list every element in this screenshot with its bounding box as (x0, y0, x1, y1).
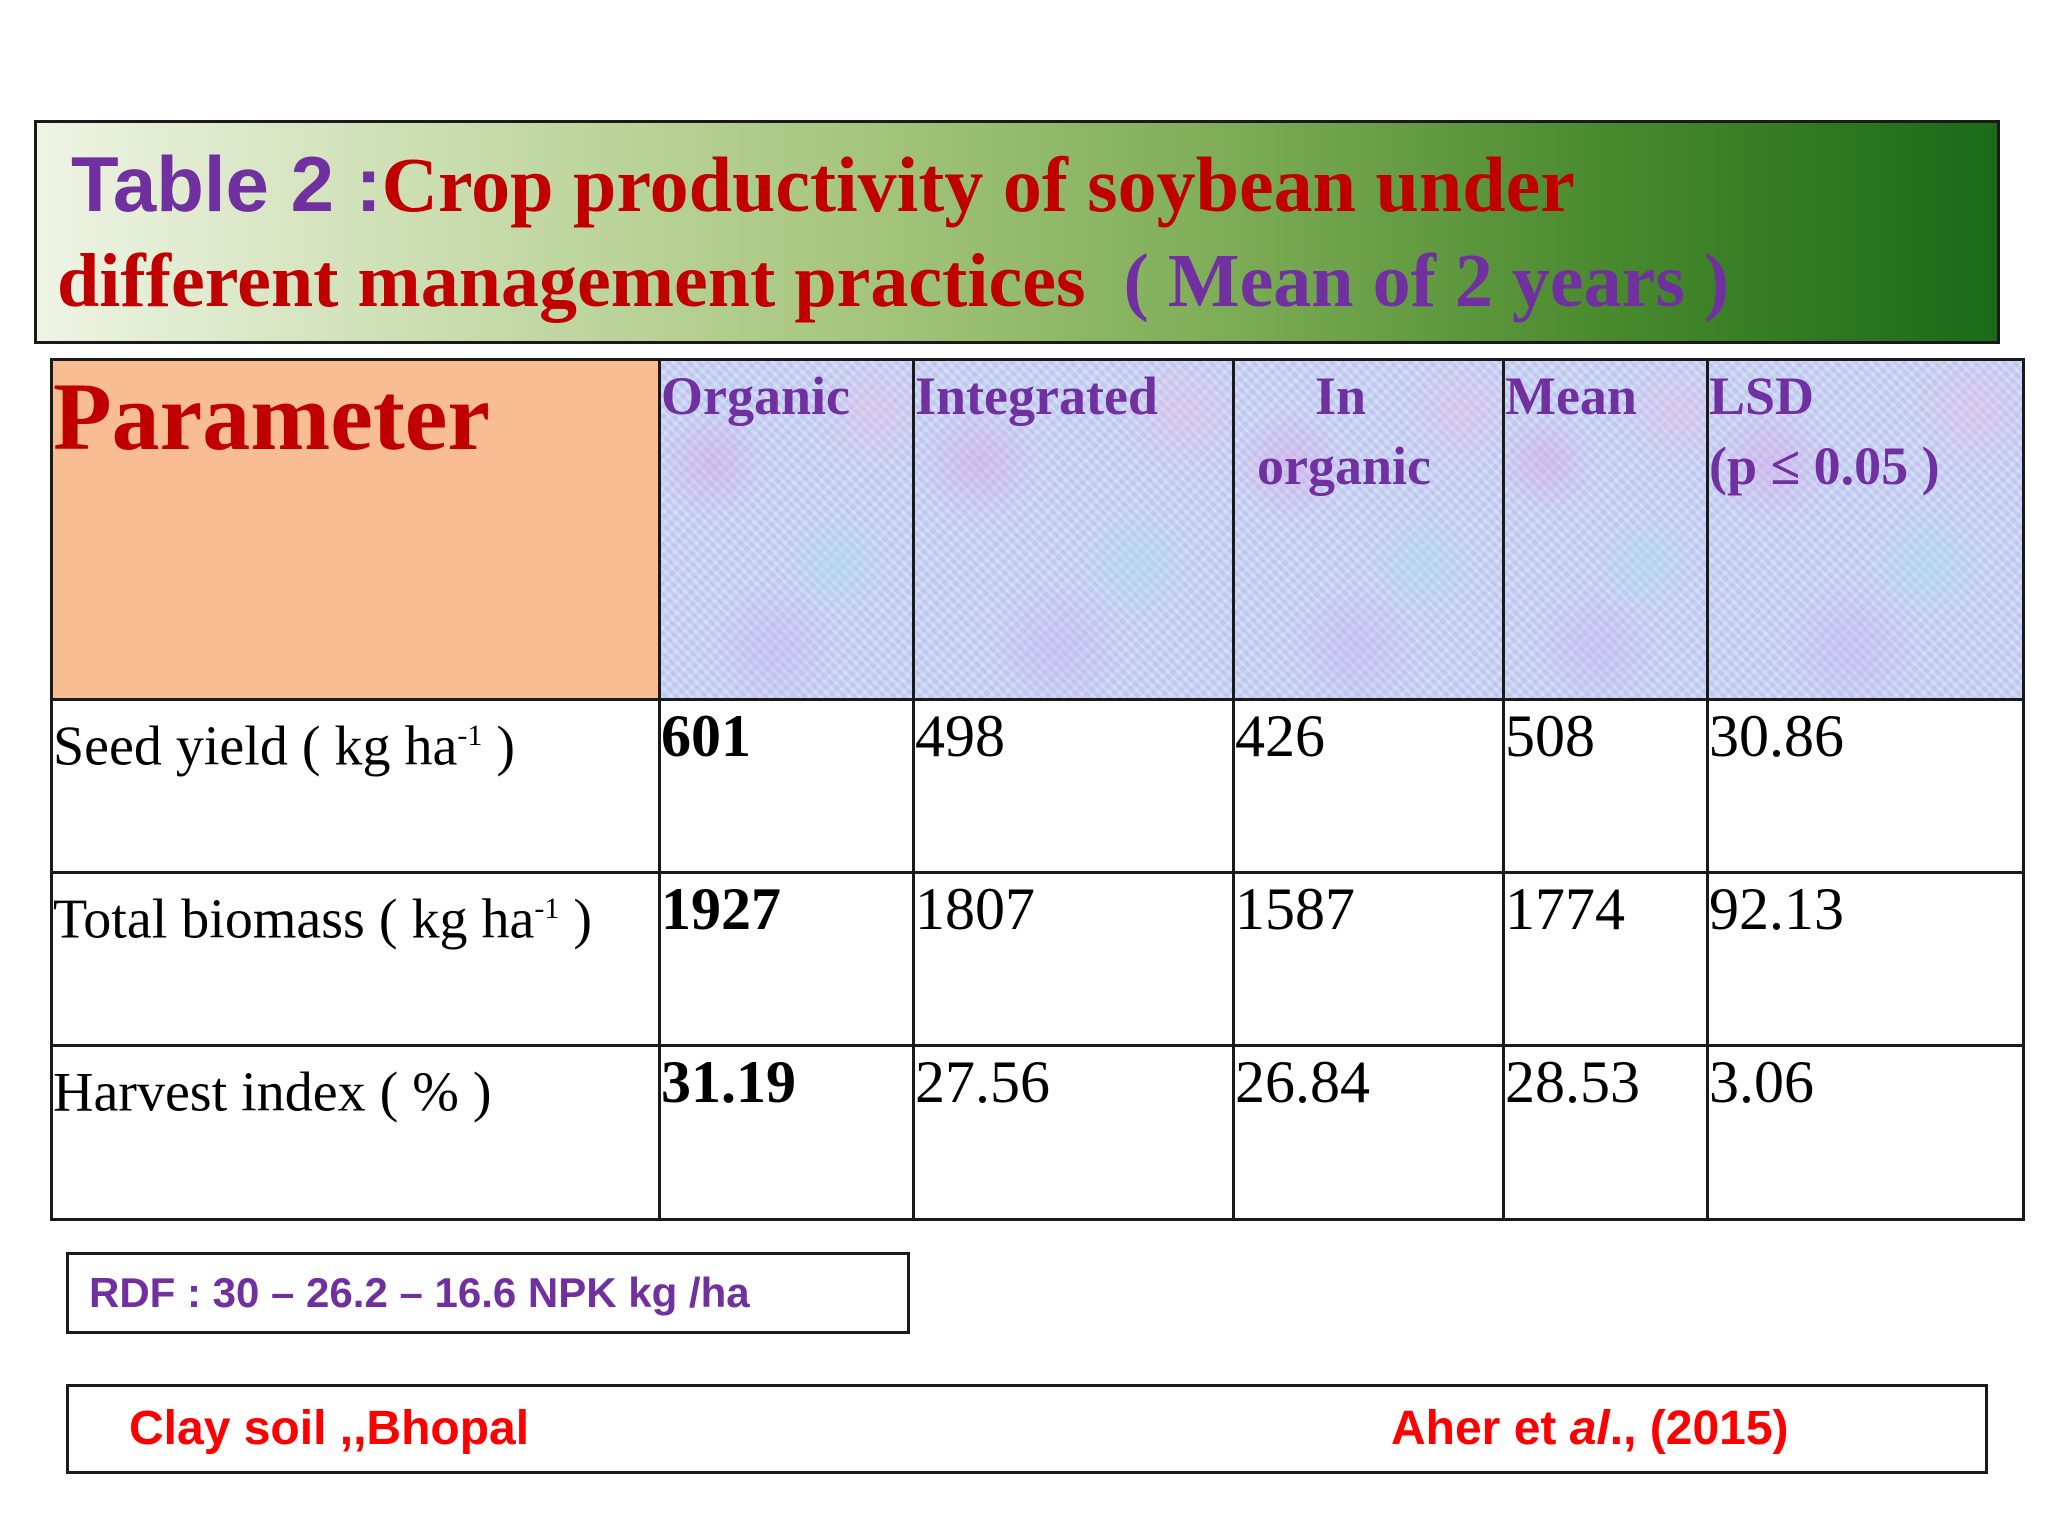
cell-lsd: 30.86 (1706, 698, 2025, 874)
cell-mean: 508 (1502, 698, 1709, 874)
header-row: Parameter Organic Integrated In organic M… (50, 358, 2025, 701)
row-label: Seed yield ( kg ha-1 ) (50, 698, 661, 874)
cell-lsd: 3.06 (1706, 1044, 2025, 1221)
title-text-line-1: Crop productivity of soybean under (381, 141, 1575, 228)
header-inorganic: In organic (1232, 358, 1505, 701)
productivity-table: Parameter Organic Integrated In organic M… (50, 358, 2025, 1221)
cell-organic: 601 (658, 698, 915, 874)
cell-lsd: 92.13 (1706, 871, 2025, 1047)
cell-mean: 1774 (1502, 871, 1709, 1047)
title-line-2: different management practices ( Mean of… (57, 243, 1729, 319)
cell-organic: 31.19 (658, 1044, 915, 1221)
table-row: Total biomass ( kg ha-1 ) 1927 1807 1587… (50, 871, 2025, 1047)
table-number-label: Table 2 : (71, 140, 382, 228)
title-suffix: ( Mean of 2 years ) (1123, 239, 1730, 323)
header-integrated: Integrated (912, 358, 1235, 701)
rdf-note: RDF : 30 – 26.2 – 16.6 NPK kg /ha (66, 1252, 910, 1334)
header-organic: Organic (658, 358, 915, 701)
cell-integrated: 1807 (912, 871, 1235, 1047)
cell-integrated: 27.56 (912, 1044, 1235, 1221)
soil-location: Clay soil ,,Bhopal (129, 1402, 530, 1455)
row-label: Total biomass ( kg ha-1 ) (50, 871, 661, 1047)
table-row: Harvest index ( % ) 31.19 27.56 26.84 28… (50, 1044, 2025, 1221)
header-parameter: Parameter (50, 358, 661, 701)
row-label: Harvest index ( % ) (50, 1044, 661, 1221)
table-row: Seed yield ( kg ha-1 ) 601 498 426 508 3… (50, 698, 2025, 874)
title-text-line-2: different management practices (57, 239, 1124, 323)
header-mean: Mean (1502, 358, 1709, 701)
cell-inorganic: 1587 (1232, 871, 1505, 1047)
citation: Aher et al., (2015) (1391, 1402, 1789, 1455)
title-line-1: Table 2 :Crop productivity of soybean un… (71, 145, 1575, 224)
header-lsd: LSD (p ≤ 0.05 ) (1706, 358, 2025, 701)
cell-inorganic: 26.84 (1232, 1044, 1505, 1221)
title-banner: Table 2 :Crop productivity of soybean un… (34, 120, 2000, 344)
cell-organic: 1927 (658, 871, 915, 1047)
cell-integrated: 498 (912, 698, 1235, 874)
cell-inorganic: 426 (1232, 698, 1505, 874)
cell-mean: 28.53 (1502, 1044, 1709, 1221)
source-footer: Clay soil ,,Bhopal Aher et al., (2015) (66, 1384, 1988, 1474)
